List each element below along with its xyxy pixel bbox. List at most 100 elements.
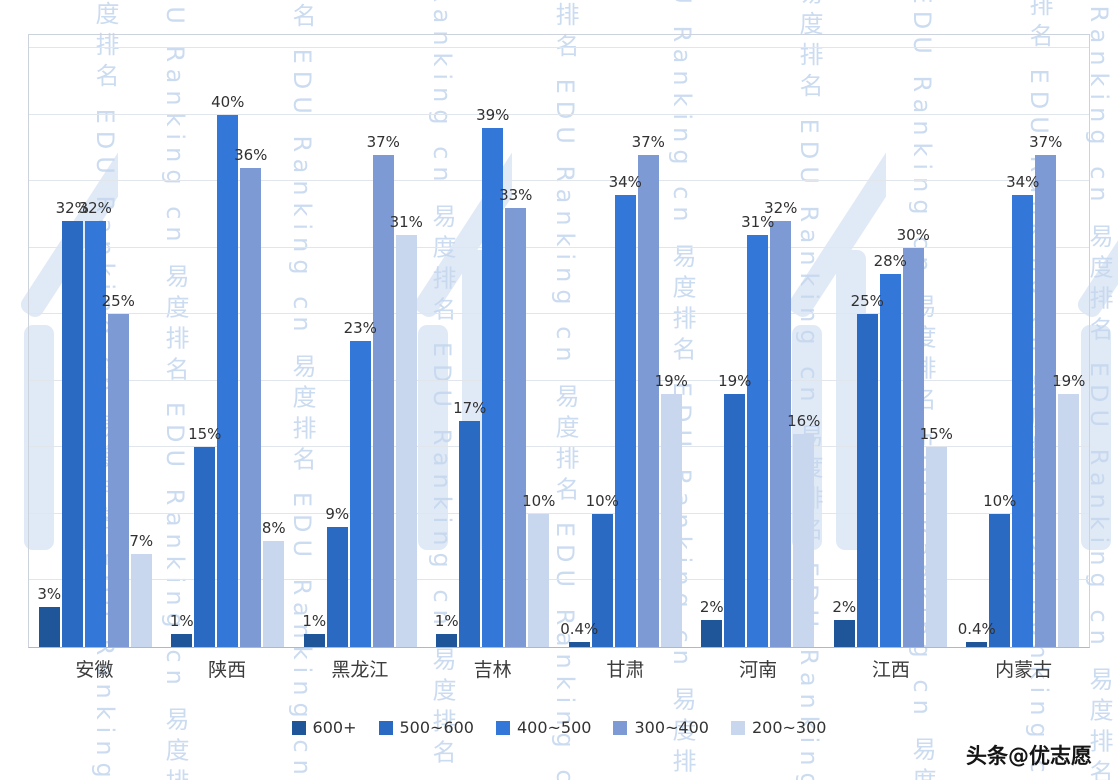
bar-value-label: 33% — [499, 185, 533, 204]
bar-value-label: 3% — [37, 585, 62, 604]
bar-slot: 8% — [262, 35, 286, 647]
x-axis-label: 陕西 — [208, 659, 247, 681]
bar-300~400 — [1035, 154, 1057, 647]
bar-slot: 34% — [609, 35, 642, 647]
bar-300~400 — [637, 154, 659, 647]
gridline — [29, 446, 1089, 448]
bar-500~600 — [326, 527, 348, 647]
bar-slot: 2% — [832, 35, 857, 647]
gridline — [29, 313, 1089, 315]
bar-slot: 25% — [102, 35, 135, 647]
bar-slot: 15% — [188, 35, 221, 647]
bar-slot: 30% — [897, 35, 930, 647]
bar-slot: 23% — [344, 35, 377, 647]
chart-plot-area: 3% 32% 32% 25% 7% 1% 15% 40% 36% 8% 1% 9% 23% 37% 31% 1… — [28, 34, 1090, 648]
bar-400~500 — [614, 194, 636, 647]
bar-value-label: 25% — [850, 292, 884, 311]
legend-label: 200~300 — [751, 718, 827, 737]
x-axis-label: 黑龙江 — [331, 659, 389, 681]
x-axis-label: 江西 — [871, 659, 910, 681]
legend-item: 200~300 — [730, 718, 827, 737]
bar-slot: 9% — [325, 35, 349, 647]
legend-item: 600+ — [291, 718, 357, 737]
bar-slot: 31% — [741, 35, 774, 647]
legend-swatch — [291, 720, 306, 735]
bar-slot: 1% — [435, 35, 459, 647]
bar-slot: 1% — [169, 35, 194, 647]
bar-200~300 — [130, 553, 152, 647]
bar-value-label: 2% — [699, 598, 724, 617]
bar-value-label: 2% — [832, 598, 857, 617]
bar-group: 1% 17% 39% 33% 10% — [427, 35, 560, 647]
bar-300~400 — [107, 314, 129, 647]
bar-slot: 0.4% — [958, 35, 996, 647]
bar-slot: 37% — [1029, 35, 1062, 647]
bar-slot: 16% — [787, 35, 820, 647]
gridline — [29, 512, 1089, 514]
bar-500~600 — [61, 221, 83, 647]
bar-slot: 33% — [499, 35, 532, 647]
gridline — [29, 379, 1089, 381]
bar-value-label: 39% — [476, 106, 510, 125]
bar-slot: 25% — [851, 35, 884, 647]
x-axis-label: 内蒙古 — [995, 659, 1053, 681]
bar-400~500 — [84, 221, 106, 647]
bar-value-label: 19% — [654, 372, 688, 391]
bar-600+ — [701, 620, 723, 647]
bar-400~500 — [482, 128, 504, 647]
bar-value-label: 1% — [169, 611, 194, 630]
bar-300~400 — [505, 207, 527, 647]
bar-value-label: 10% — [983, 491, 1017, 510]
bar-slot: 37% — [632, 35, 665, 647]
bar-600+ — [436, 633, 458, 647]
bar-200~300 — [925, 447, 947, 647]
bar-value-label: 34% — [608, 172, 642, 191]
legend-swatch — [730, 720, 745, 735]
bar-value-label: 19% — [718, 372, 752, 391]
bar-value-label: 1% — [302, 611, 327, 630]
bar-group: 0.4% 10% 34% 37% 19% — [559, 35, 692, 647]
bar-200~300 — [660, 394, 682, 647]
bar-slot: 37% — [367, 35, 400, 647]
x-axis-label: 河南 — [739, 659, 778, 681]
bar-value-label: 34% — [1006, 172, 1040, 191]
bar-value-label: 37% — [1029, 132, 1063, 151]
bar-value-label: 23% — [343, 319, 377, 337]
bar-600+ — [568, 641, 590, 647]
bar-value-label: 31% — [389, 212, 423, 231]
bar-value-label: 32% — [764, 199, 798, 218]
bar-value-label: 37% — [366, 132, 400, 151]
x-axis-label: 安徽 — [75, 659, 114, 681]
bar-groups: 3% 32% 32% 25% 7% 1% 15% 40% 36% 8% 1% 9% 23% 37% 31% 1… — [29, 35, 1089, 647]
bar-value-label: 10% — [522, 491, 556, 510]
bar-group: 2% 19% 31% 32% 16% — [692, 35, 825, 647]
bar-400~500 — [349, 341, 371, 647]
legend-label: 300~400 — [634, 718, 709, 737]
bar-slot: 32% — [79, 35, 112, 647]
bar-value-label: 0.4% — [560, 619, 599, 638]
bar-500~600 — [591, 513, 613, 647]
bar-value-label: 30% — [896, 225, 930, 244]
bar-slot: 32% — [56, 35, 89, 647]
bar-slot: 3% — [37, 35, 62, 647]
bar-400~500 — [1012, 194, 1034, 647]
bar-300~400 — [902, 247, 924, 647]
bar-value-label: 17% — [453, 398, 487, 417]
bar-slot: 7% — [129, 35, 153, 647]
bar-600+ — [833, 620, 855, 647]
bar-300~400 — [770, 221, 792, 647]
bar-value-label: 0.4% — [957, 619, 996, 638]
bar-slot: 32% — [764, 35, 797, 647]
bar-200~300 — [1058, 394, 1080, 647]
bar-500~600 — [856, 314, 878, 647]
bar-slot: 15% — [920, 35, 953, 647]
bar-slot: 10% — [522, 35, 555, 647]
bar-400~500 — [217, 114, 239, 647]
legend-label: 400~500 — [516, 718, 592, 737]
attribution-watermark: 头条@优志愿 — [966, 744, 1092, 768]
legend-swatch — [613, 720, 628, 735]
bar-value-label: 19% — [1052, 372, 1086, 391]
bar-slot: 31% — [390, 35, 423, 647]
legend-label: 600+ — [312, 718, 357, 737]
gridline — [29, 579, 1089, 581]
